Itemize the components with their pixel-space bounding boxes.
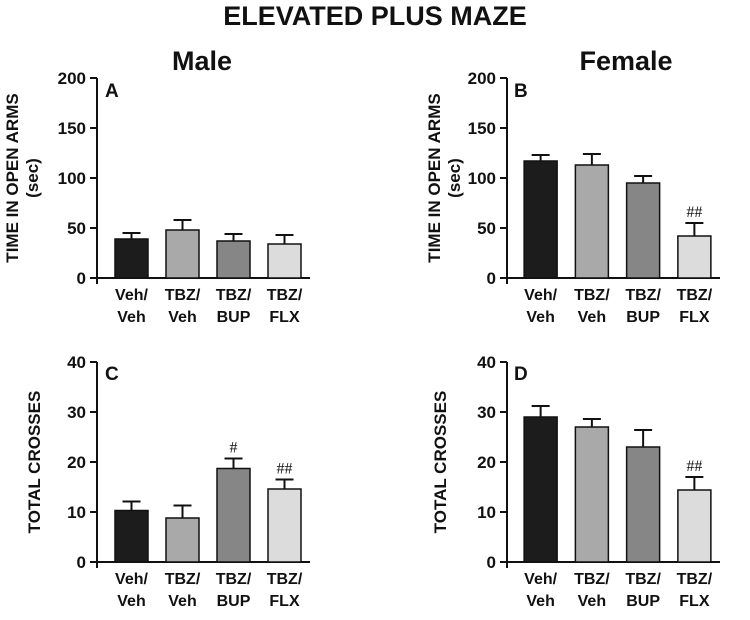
panel-a-x-tick-label-1: Veh/Veh [115,287,148,326]
panel-d-x-tick-label-4: TBZ/FLX [677,571,713,610]
panel-a-y-tick-label: 150 [58,119,86,138]
panel-b-x-tick-label-4: TBZ/FLX [677,287,713,326]
panel-d-y-tick-label: 40 [477,353,496,372]
panel-b-x-tick-label-1: Veh/Veh [524,287,557,326]
panel-c-bar-3 [216,467,251,563]
panel-c-bar-4 [267,488,302,563]
panel-c-letter: C [105,364,119,385]
panel-a-y-tick-label: 50 [67,219,86,238]
panel-b-letter: B [514,81,528,102]
panel-c-y-tick-label: 40 [67,353,86,372]
panel-d-bar-1 [523,416,558,563]
panel-b-x-tick-label-3: TBZ/BUP [625,287,661,326]
panel-c-y-tick-label: 10 [67,503,86,522]
panel-a-x-tick-label-2: TBZ/Veh [165,287,201,326]
panel-a-chart: A TIME IN OPEN ARMS(sec) 0 50 100 150 200 Veh/V… [3,69,310,326]
panel-d-x-tick-label-3: TBZ/BUP [625,571,661,610]
panel-c-y-tick-label: 20 [67,453,86,472]
panel-d-y-axis-label: TOTAL CROSSES [431,391,450,534]
panel-d-chart: D TOTAL CROSSES 0 10 20 30 40 Veh/Veh TBZ/Veh TBZ… [431,353,720,610]
panel-b-bar-2 [574,164,610,279]
panel-c-x-tick-label-2: TBZ/Veh [165,571,201,610]
panel-d-bar-2 [574,426,610,563]
panel-b-y-tick-label: 200 [468,69,496,88]
panel-c-x-tick-label-3: TBZ/BUP [216,571,252,610]
panel-c-chart: C TOTAL CROSSES 0 10 20 30 40 Veh/Veh TBZ/Veh # TB… [25,353,310,610]
panel-b-y-axis-label: TIME IN OPEN ARMS(sec) [425,93,464,262]
column-title-female: Female [579,46,672,76]
panel-d-y-tick-label: 0 [487,553,496,572]
panel-b-x-tick-label-2: TBZ/Veh [574,287,610,326]
column-title-male: Male [172,46,232,76]
panel-b-y-tick-label: 100 [468,169,496,188]
panel-a-y-tick-label: 200 [58,69,86,88]
panel-d-x-tick-label-2: TBZ/Veh [574,571,610,610]
panel-a-bar-3 [216,240,251,279]
panel-c-x-tick-label-1: Veh/Veh [115,571,148,610]
panel-a-x-tick-label-4: TBZ/FLX [267,287,303,326]
panel-c-y-tick-label: 0 [77,553,86,572]
figure-title: ELEVATED PLUS MAZE [223,1,527,31]
panel-b-bar-1 [523,160,558,279]
panel-b-y-tick-label: 50 [477,219,496,238]
panel-a-bar-2 [165,229,200,279]
panel-c-significance-4: ## [277,461,293,478]
panel-c-bar-1 [114,509,149,563]
panel-d-letter: D [514,364,528,385]
panel-d-bar-3 [625,446,661,563]
panel-a-y-tick-label: 100 [58,169,86,188]
panel-c-bar-2 [165,517,200,563]
panel-a-x-tick-label-3: TBZ/BUP [216,287,252,326]
panel-a-y-tick-label: 0 [77,269,86,288]
panel-b-significance-4: ## [686,204,702,221]
panel-b-bar-3 [625,182,661,279]
panel-d-significance-4: ## [686,458,702,475]
panel-d-y-tick-label: 20 [477,453,496,472]
panel-d-x-tick-label-1: Veh/Veh [524,571,557,610]
panel-b-y-tick-label: 0 [487,269,496,288]
panel-b-bar-4 [677,235,712,279]
panel-c-significance-3: # [230,440,238,457]
panel-d-bar-4 [677,489,712,563]
panel-d-y-tick-label: 10 [477,503,496,522]
panel-b-chart: B TIME IN OPEN ARMS(sec) 0 50 100 150 200 Veh/V… [425,69,720,326]
panel-d-y-tick-label: 30 [477,403,496,422]
panel-a-y-axis-label: TIME IN OPEN ARMS(sec) [3,93,42,262]
panel-b-y-tick-label: 150 [468,119,496,138]
panel-c-y-tick-label: 30 [67,403,86,422]
panel-a-bar-1 [114,238,149,279]
panel-a-letter: A [105,81,119,102]
panel-c-x-tick-label-4: TBZ/FLX [267,571,303,610]
panel-a-bar-4 [267,243,302,279]
panel-c-y-axis-label: TOTAL CROSSES [25,391,44,534]
